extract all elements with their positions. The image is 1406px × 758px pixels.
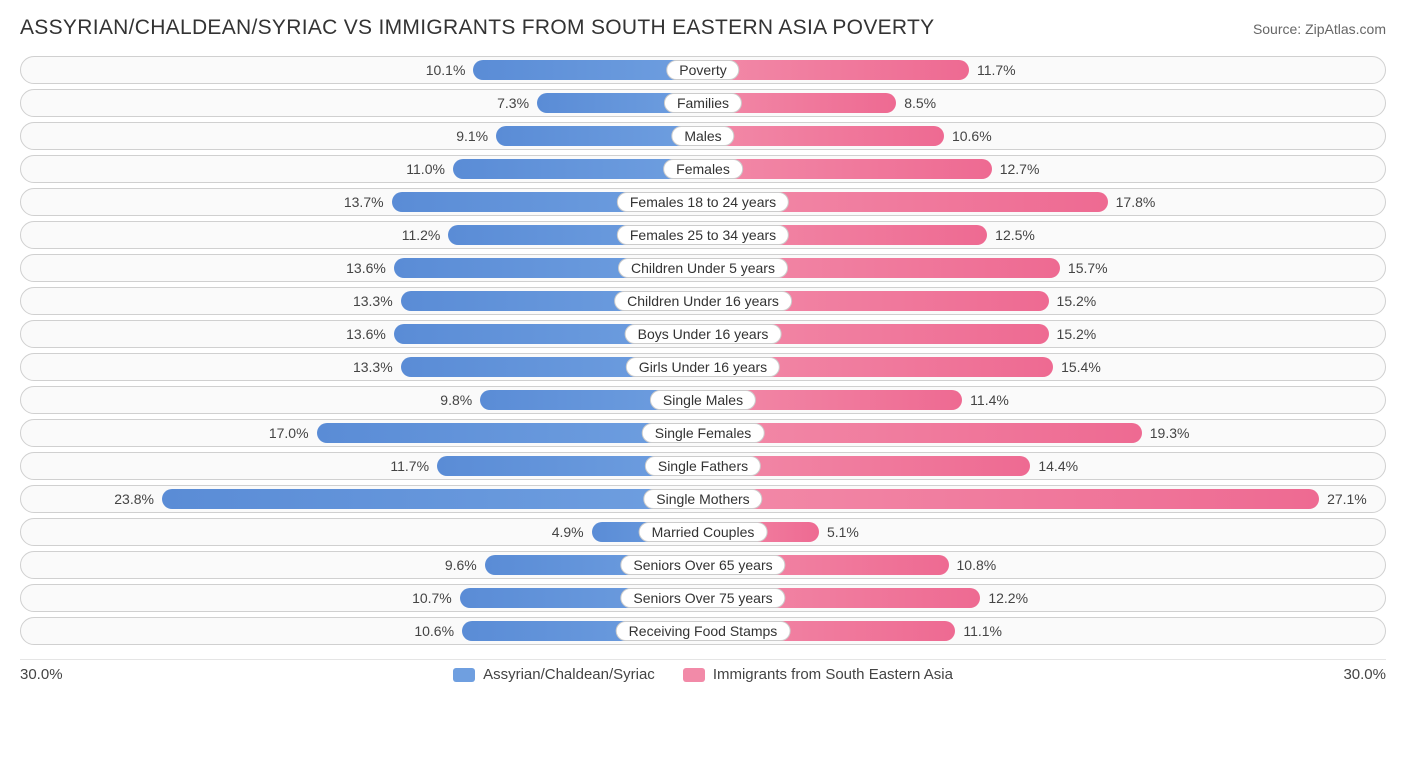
value-label-a: 10.1% [426, 62, 466, 78]
bar-series-a [162, 489, 703, 509]
value-label-b: 11.1% [963, 623, 1002, 639]
category-label: Single Males [650, 390, 756, 410]
value-label-a: 7.3% [497, 95, 529, 111]
category-label: Males [671, 126, 734, 146]
chart-row: 13.6% 15.2% Boys Under 16 years [20, 320, 1386, 348]
value-label-a: 23.8% [114, 491, 154, 507]
value-label-b: 10.8% [957, 557, 997, 573]
category-label: Children Under 5 years [618, 258, 788, 278]
value-label-b: 5.1% [827, 524, 859, 540]
value-label-b: 10.6% [952, 128, 992, 144]
chart-row: 11.0% 12.7% Females [20, 155, 1386, 183]
chart-row: 13.3% 15.4% Girls Under 16 years [20, 353, 1386, 381]
bar-series-b [703, 423, 1142, 443]
category-label: Single Mothers [643, 489, 762, 509]
value-label-a: 10.7% [412, 590, 452, 606]
value-label-b: 11.7% [977, 62, 1016, 78]
value-label-b: 19.3% [1150, 425, 1190, 441]
category-label: Girls Under 16 years [626, 357, 780, 377]
chart-row: 10.6% 11.1% Receiving Food Stamps [20, 617, 1386, 645]
category-label: Boys Under 16 years [625, 324, 782, 344]
chart-row: 4.9% 5.1% Married Couples [20, 518, 1386, 546]
value-label-b: 27.1% [1327, 491, 1367, 507]
axis-max-left: 30.0% [20, 666, 63, 683]
axis-max-right: 30.0% [1343, 666, 1386, 683]
value-label-a: 13.6% [346, 260, 386, 276]
category-label: Receiving Food Stamps [616, 621, 791, 641]
category-label: Families [664, 93, 742, 113]
chart-row: 10.1% 11.7% Poverty [20, 56, 1386, 84]
chart-row: 7.3% 8.5% Families [20, 89, 1386, 117]
value-label-b: 15.2% [1057, 293, 1097, 309]
chart-row: 13.7% 17.8% Females 18 to 24 years [20, 188, 1386, 216]
value-label-b: 12.2% [988, 590, 1028, 606]
category-label: Females 18 to 24 years [617, 192, 789, 212]
category-label: Children Under 16 years [614, 291, 792, 311]
value-label-b: 15.7% [1068, 260, 1108, 276]
category-label: Married Couples [639, 522, 768, 542]
category-label: Single Females [642, 423, 765, 443]
chart-row: 17.0% 19.3% Single Females [20, 419, 1386, 447]
chart-row: 11.2% 12.5% Females 25 to 34 years [20, 221, 1386, 249]
chart-source: Source: ZipAtlas.com [1253, 21, 1386, 37]
value-label-a: 11.0% [406, 161, 445, 177]
chart-area: 10.1% 11.7% Poverty 7.3% 8.5% Families 9.1% 10.… [20, 56, 1386, 683]
legend-swatch-a [453, 668, 475, 682]
value-label-a: 13.7% [344, 194, 384, 210]
value-label-a: 11.7% [390, 458, 429, 474]
legend: Assyrian/Chaldean/Syriac Immigrants from… [453, 666, 953, 683]
chart-rows: 10.1% 11.7% Poverty 7.3% 8.5% Families 9.1% 10.… [20, 56, 1386, 653]
value-label-b: 15.4% [1061, 359, 1101, 375]
value-label-b: 15.2% [1057, 326, 1097, 342]
value-label-b: 17.8% [1116, 194, 1156, 210]
value-label-b: 12.5% [995, 227, 1035, 243]
chart-row: 10.7% 12.2% Seniors Over 75 years [20, 584, 1386, 612]
value-label-a: 17.0% [269, 425, 309, 441]
chart-row: 9.6% 10.8% Seniors Over 65 years [20, 551, 1386, 579]
value-label-b: 12.7% [1000, 161, 1040, 177]
bar-series-b [703, 126, 944, 146]
legend-item-series-a: Assyrian/Chaldean/Syriac [453, 666, 655, 683]
legend-swatch-b [683, 668, 705, 682]
category-label: Single Fathers [645, 456, 761, 476]
chart-footer: 30.0% Assyrian/Chaldean/Syriac Immigrant… [20, 659, 1386, 683]
bar-series-b [703, 159, 992, 179]
value-label-a: 4.9% [552, 524, 584, 540]
chart-row: 11.7% 14.4% Single Fathers [20, 452, 1386, 480]
bar-series-b [703, 60, 969, 80]
value-label-a: 9.1% [456, 128, 488, 144]
value-label-a: 11.2% [402, 227, 441, 243]
chart-title: ASSYRIAN/CHALDEAN/SYRIAC VS IMMIGRANTS F… [20, 16, 934, 40]
chart-row: 9.8% 11.4% Single Males [20, 386, 1386, 414]
chart-row: 13.3% 15.2% Children Under 16 years [20, 287, 1386, 315]
value-label-b: 11.4% [970, 392, 1009, 408]
chart-row: 23.8% 27.1% Single Mothers [20, 485, 1386, 513]
bar-series-b [703, 489, 1319, 509]
value-label-a: 9.6% [445, 557, 477, 573]
value-label-a: 13.3% [353, 293, 393, 309]
category-label: Seniors Over 75 years [620, 588, 785, 608]
legend-label-b: Immigrants from South Eastern Asia [713, 666, 953, 683]
category-label: Females [663, 159, 743, 179]
chart-row: 13.6% 15.7% Children Under 5 years [20, 254, 1386, 282]
category-label: Seniors Over 65 years [620, 555, 785, 575]
category-label: Females 25 to 34 years [617, 225, 789, 245]
legend-label-a: Assyrian/Chaldean/Syriac [483, 666, 655, 683]
value-label-a: 13.6% [346, 326, 386, 342]
value-label-a: 9.8% [440, 392, 472, 408]
value-label-b: 14.4% [1038, 458, 1078, 474]
chart-header: ASSYRIAN/CHALDEAN/SYRIAC VS IMMIGRANTS F… [20, 16, 1386, 40]
value-label-a: 13.3% [353, 359, 393, 375]
legend-item-series-b: Immigrants from South Eastern Asia [683, 666, 953, 683]
category-label: Poverty [666, 60, 739, 80]
chart-row: 9.1% 10.6% Males [20, 122, 1386, 150]
value-label-a: 10.6% [414, 623, 454, 639]
value-label-b: 8.5% [904, 95, 936, 111]
